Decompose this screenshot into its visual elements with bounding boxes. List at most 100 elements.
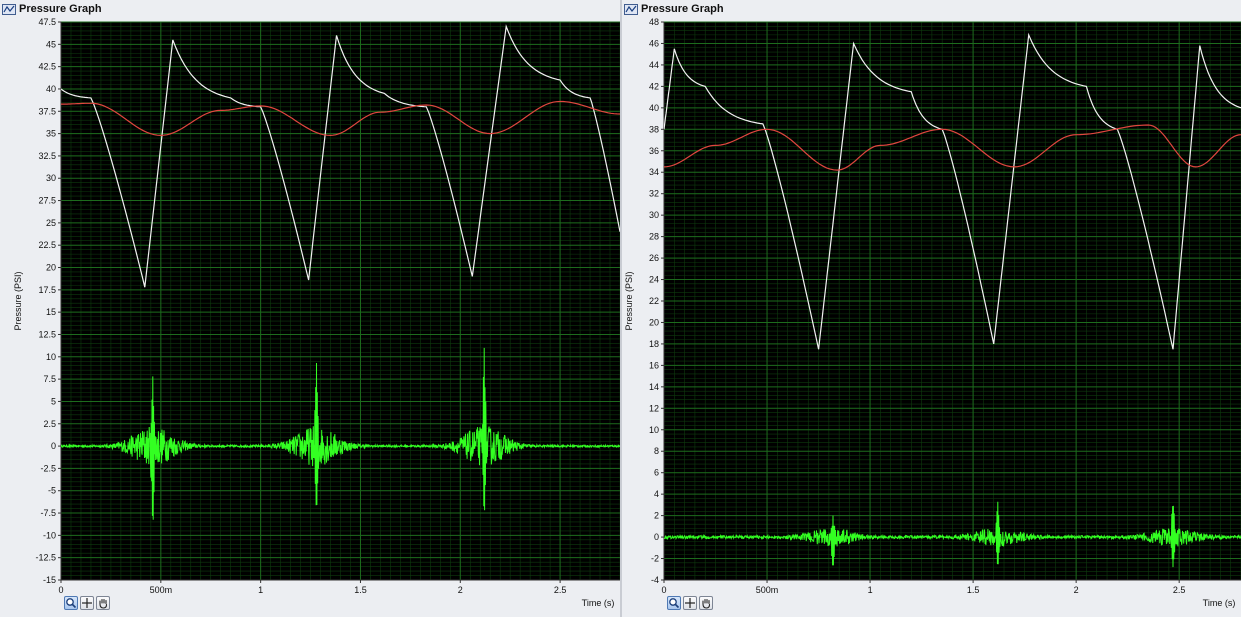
x-tick-labels: 0 500m 1 1.5 2 2.5 (58, 580, 566, 595)
graph-icon (2, 3, 16, 15)
signal-trace-green (61, 347, 620, 520)
left-pressure-chart[interactable]: -15-12.5-10-7.5-5-2.502.557.51012.51517.… (0, 0, 620, 617)
crosshair-icon (82, 598, 92, 608)
y-tick-label: 12 (649, 403, 659, 413)
y-tick-label: 46 (649, 38, 659, 48)
x-tick-label: 1 (868, 585, 873, 595)
y-tick-label: -2 (651, 554, 659, 564)
y-tick-label: 22 (649, 296, 659, 306)
x-tick-label: 1 (258, 585, 263, 595)
y-tick-label: 18 (649, 339, 659, 349)
y-tick-labels: -4-2024681012141618202224262830323436384… (649, 17, 664, 585)
right-graph-palette (667, 596, 713, 610)
y-tick-labels: -15 -12.5 -10 -7.5 -5 -2.5 0 2.5 5 7.5 10 12.5 15 17.… (35, 17, 61, 585)
y-tick-label: 30 (46, 173, 56, 183)
x-tick-labels: 0 500m 1 1.5 2 2.5 (661, 580, 1185, 595)
y-tick-label: -15 (43, 575, 56, 585)
y-tick-label: 40 (46, 84, 56, 94)
right-graph-panel: Pressure Graph -4 -2 0 2 4 6 8 10 12 14 16 18 20 22 24… (622, 0, 1241, 617)
y-tick-label: 35 (46, 129, 56, 139)
x-tick-label: 500m (756, 585, 779, 595)
y-tick-label: 45 (46, 39, 56, 49)
y-tick-label: 44 (649, 60, 659, 70)
hand-pan-icon (702, 598, 711, 609)
x-tick-label: 1.5 (967, 585, 980, 595)
y-tick-label: 27.5 (38, 196, 56, 206)
panel-divider (620, 0, 622, 617)
y-tick-label: 15 (46, 307, 56, 317)
y-tick-label: 22.5 (38, 240, 56, 250)
graph-icon (624, 3, 638, 15)
pan-tool-button[interactable] (96, 596, 110, 610)
y-tick-label: 5 (51, 396, 56, 406)
y-tick-label: 32 (649, 189, 659, 199)
y-tick-label: 20 (46, 263, 56, 273)
x-tick-label: 0 (661, 585, 666, 595)
x-axis-title: Time (s) (582, 598, 615, 608)
y-tick-label: 36 (649, 146, 659, 156)
signal-trace-white (61, 24, 620, 288)
x-tick-label: 500m (150, 585, 173, 595)
cursor-tool-button[interactable] (683, 596, 697, 610)
zoom-icon (669, 598, 680, 609)
y-tick-label: 30 (649, 210, 659, 220)
signal-trace-red (61, 100, 620, 137)
pan-tool-button[interactable] (699, 596, 713, 610)
y-tick-label: -10 (43, 530, 56, 540)
y-tick-label: -2.5 (40, 463, 56, 473)
y-tick-label: 47.5 (38, 17, 56, 27)
y-tick-label: 2.5 (43, 419, 56, 429)
plot-traces (61, 24, 620, 520)
major-grid (663, 21, 1241, 581)
x-tick-label: 2.5 (1173, 585, 1186, 595)
x-tick-label: 1.5 (354, 585, 367, 595)
y-tick-label: 2 (654, 511, 659, 521)
y-tick-label: 0 (51, 441, 56, 451)
y-tick-label: 34 (649, 167, 659, 177)
y-tick-label: 38 (649, 124, 659, 134)
left-graph-panel: Pressure Graph -15 -12.5 -10 -7.5 -5 -2.5 0 2.5… (0, 0, 620, 617)
signal-trace-green (664, 501, 1241, 568)
hand-pan-icon (99, 598, 108, 609)
y-tick-label: 20 (649, 317, 659, 327)
y-tick-label: -7.5 (40, 508, 56, 518)
zoom-tool-button[interactable] (667, 596, 681, 610)
y-tick-label: 26 (649, 253, 659, 263)
x-tick-label: 2.5 (554, 585, 567, 595)
y-tick-label: 6 (654, 468, 659, 478)
y-axis-title: Pressure (PSI) (624, 271, 634, 330)
y-tick-label: -5 (48, 486, 56, 496)
x-tick-label: 2 (458, 585, 463, 595)
left-title-bar: Pressure Graph (2, 2, 102, 16)
y-tick-label: 48 (649, 17, 659, 27)
x-tick-label: 0 (58, 585, 63, 595)
x-axis-title: Time (s) (1203, 598, 1236, 608)
y-tick-label: 10 (46, 352, 56, 362)
zoom-tool-button[interactable] (64, 596, 78, 610)
y-tick-label: 12.5 (38, 329, 56, 339)
y-tick-label: -12.5 (35, 553, 56, 563)
y-axis-title: Pressure (PSI) (13, 271, 23, 330)
y-tick-label: 42.5 (38, 62, 56, 72)
signal-trace-red (664, 124, 1241, 171)
cursor-tool-button[interactable] (80, 596, 94, 610)
y-tick-label: 17.5 (38, 285, 56, 295)
y-tick-label: 10 (649, 425, 659, 435)
y-tick-label: 8 (654, 446, 659, 456)
y-tick-label: 16 (649, 360, 659, 370)
y-tick-label: 25 (46, 218, 56, 228)
y-tick-label: 28 (649, 232, 659, 242)
zoom-icon (66, 598, 77, 609)
y-tick-label: 4 (654, 489, 659, 499)
y-tick-label: 32.5 (38, 151, 56, 161)
right-title-bar: Pressure Graph (624, 2, 724, 16)
y-tick-label: 7.5 (43, 374, 56, 384)
plot-traces (664, 32, 1241, 568)
right-pressure-chart[interactable]: -4-2024681012141618202224262830323436384… (622, 0, 1241, 617)
y-tick-label: 24 (649, 275, 659, 285)
crosshair-icon (685, 598, 695, 608)
left-graph-palette (64, 596, 110, 610)
y-tick-label: 37.5 (38, 106, 56, 116)
x-tick-label: 2 (1074, 585, 1079, 595)
y-tick-label: 40 (649, 103, 659, 113)
